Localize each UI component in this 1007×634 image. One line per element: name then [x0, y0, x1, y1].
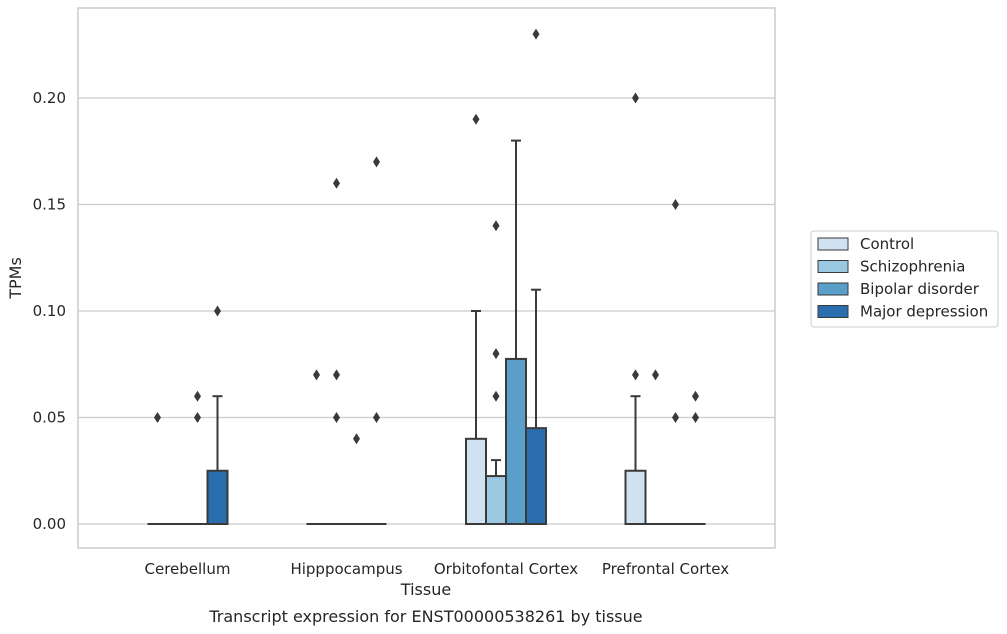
outlier-point — [373, 412, 380, 423]
box-body — [505, 357, 527, 525]
boxes-layer — [147, 139, 706, 526]
outlier-point — [692, 390, 699, 402]
outlier-point — [333, 369, 340, 381]
legend-swatch — [817, 282, 849, 296]
y-tick-label: 0.15 — [33, 196, 66, 214]
outlier-point — [492, 348, 500, 360]
outlier-point — [532, 28, 540, 40]
y-tick-labels: 0.00 0.05 0.10 0.15 0.20 — [33, 89, 66, 533]
box-body — [485, 475, 507, 526]
y-axis-label: TPMs — [6, 257, 25, 300]
y-tick-label: 0.05 — [33, 409, 66, 427]
x-tick-labels: Cerebellum Hipppocampus Orbitofontal Corte… — [145, 560, 730, 578]
y-tick-label: 0.10 — [33, 302, 66, 320]
outlier-point — [652, 369, 659, 381]
grid-lines — [78, 97, 775, 525]
outlier-point — [672, 412, 679, 423]
y-tick-label: 0.00 — [33, 515, 66, 533]
outliers-layer — [154, 28, 699, 445]
box-body — [206, 469, 229, 525]
outlier-point — [333, 412, 340, 423]
legend-label: Schizophrenia — [860, 258, 965, 276]
outlier-point — [313, 369, 320, 381]
outlier-point — [692, 412, 699, 423]
legend-swatch — [817, 305, 849, 318]
legend-swatch — [817, 237, 849, 251]
plot-frame — [77, 7, 776, 549]
outlier-point — [154, 412, 161, 423]
outlier-point — [333, 177, 340, 189]
legend: Control Schizophrenia Bipolar disorder Majo… — [810, 230, 999, 328]
legend-label: Control — [860, 235, 914, 253]
outlier-point — [353, 433, 360, 445]
x-axis-label: Tissue — [400, 580, 451, 599]
box-2-3 — [525, 288, 547, 525]
box-2-2 — [505, 139, 527, 525]
box-0-3 — [206, 395, 229, 525]
x-tick-label: Hipppocampus — [290, 560, 402, 578]
box-body — [525, 427, 547, 525]
outlier-point — [373, 156, 380, 168]
box-body — [465, 437, 487, 525]
legend-label: Bipolar disorder — [860, 280, 980, 298]
box-3-0 — [624, 395, 647, 525]
box-2-1 — [485, 459, 507, 526]
legend-frame — [810, 230, 999, 328]
x-tick-label: Orbitofontal Cortex — [434, 560, 578, 578]
outlier-point — [194, 390, 201, 402]
x-tick-label: Cerebellum — [145, 560, 231, 578]
legend-label: Major depression — [860, 303, 988, 321]
outlier-point — [472, 113, 480, 125]
outlier-point — [194, 412, 201, 423]
outlier-point — [492, 390, 500, 402]
y-tick-label: 0.20 — [33, 89, 66, 107]
box-body — [624, 469, 647, 525]
x-tick-label: Prefrontal Cortex — [602, 560, 729, 578]
outlier-point — [214, 305, 221, 317]
outlier-point — [632, 369, 639, 381]
chart-caption: Transcript expression for ENST0000053826… — [208, 607, 642, 626]
outlier-point — [632, 92, 639, 104]
outlier-point — [672, 199, 679, 210]
outlier-point — [492, 220, 500, 232]
legend-swatch — [817, 260, 849, 273]
